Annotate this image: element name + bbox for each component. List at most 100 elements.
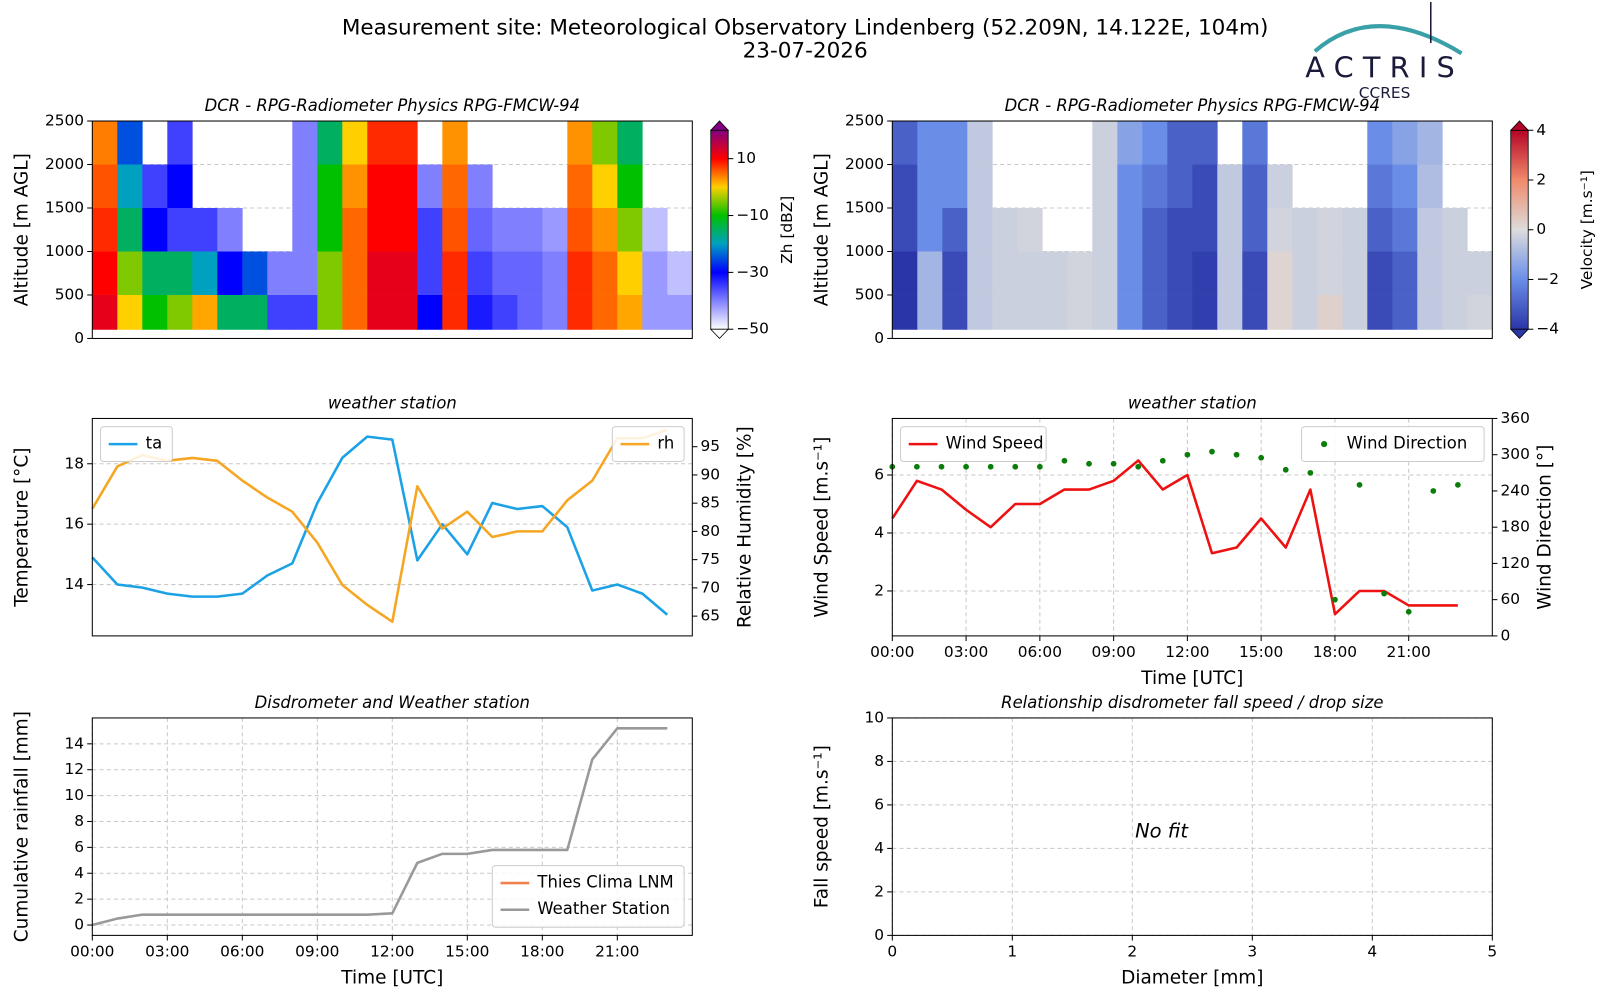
heatmap-cell (1067, 294, 1093, 330)
y2-tick-label: 70 (701, 578, 721, 596)
heatmap-cell (92, 164, 118, 208)
heatmap-cell (1417, 294, 1443, 330)
heatmap-cell (417, 294, 443, 330)
colorbar-tick-label: −50 (736, 320, 768, 338)
heatmap-cell (517, 208, 543, 252)
heatmap-cell (1317, 251, 1343, 295)
heatmap-cell (1167, 121, 1193, 165)
y-tick-label: 500 (55, 285, 84, 303)
heatmap-cell (192, 294, 218, 330)
heatmap-cell (1142, 208, 1168, 252)
heatmap-cell (942, 251, 968, 295)
data-point (987, 463, 994, 470)
data-point (1233, 451, 1240, 458)
y-axis-label: Altitude [m AGL] (12, 153, 33, 306)
heatmap-cell (342, 294, 368, 330)
y-tick-label: 2 (74, 890, 84, 908)
heatmap-cell (517, 251, 543, 295)
x-axis-label: Time [UTC] (340, 967, 443, 988)
heatmap-cell (942, 164, 968, 208)
heatmap-cell (192, 208, 218, 252)
heatmap-cell (392, 164, 418, 208)
heatmap-cell (1142, 121, 1168, 165)
y-axis-label: Altitude [m AGL] (812, 153, 833, 306)
heatmap-cell (1042, 251, 1068, 295)
heatmap-cell (1442, 251, 1468, 295)
heatmap-cell (1417, 121, 1443, 165)
data-point (1061, 457, 1068, 464)
colorbar-extend (1509, 328, 1530, 340)
data-point (1381, 590, 1387, 597)
heatmap-cell (292, 121, 318, 165)
heatmap-cell (642, 208, 668, 252)
heatmap-cell (1142, 164, 1168, 208)
panel-title: DCR - RPG-Radiometer Physics RPG-FMCW-94 (1005, 96, 1380, 115)
heatmap-cell (117, 164, 143, 208)
colorbar-tick-label: −2 (1536, 270, 1559, 288)
y2-tick-label: 65 (701, 607, 721, 625)
panel-title: weather station (328, 394, 457, 413)
heatmap-cell (617, 294, 643, 330)
heatmap-cell (1117, 121, 1143, 165)
heatmap-cell (1192, 208, 1218, 252)
x-tick-label: 18:00 (1313, 643, 1357, 661)
heatmap-cell (1267, 208, 1293, 252)
heatmap-cell (1017, 294, 1043, 330)
heatmap-cell (567, 294, 593, 330)
y2-tick-label: 120 (1501, 554, 1530, 572)
heatmap-cell (492, 294, 518, 330)
y2-tick-label: 360 (1501, 409, 1530, 427)
heatmap-cell (567, 121, 593, 165)
colorbar-tick-label: 4 (1536, 121, 1546, 139)
heatmap-cell (292, 164, 318, 208)
plot-frame (891, 717, 1493, 936)
data-point (1086, 460, 1092, 467)
heatmap-cell (1042, 294, 1068, 330)
heatmap-cell (1167, 294, 1193, 330)
y2-tick-label: 60 (1501, 590, 1521, 608)
heatmap-cell (917, 164, 943, 208)
heatmap-cell (417, 164, 443, 208)
data-point (1356, 482, 1363, 488)
heatmap-cell (167, 164, 193, 208)
legend-box (1301, 426, 1485, 463)
heatmap-cell (942, 294, 968, 330)
y-tick-label: 2000 (845, 155, 884, 173)
x-tick-label: 03:00 (145, 942, 189, 960)
colorbar-tick-label: 2 (1536, 171, 1546, 189)
heatmap-cell (167, 121, 193, 165)
logo-subtext: CCRES (1359, 84, 1411, 102)
data-point (1455, 482, 1461, 488)
heatmap-cell (342, 208, 368, 252)
heatmap-cell (1342, 294, 1368, 330)
data-point (1282, 466, 1289, 473)
heatmap-cell (1367, 251, 1393, 295)
heatmap-cell (517, 294, 543, 330)
heatmap-cell (117, 208, 143, 252)
heatmap-cell (1092, 164, 1118, 208)
y2-tick-label: 0 (1501, 626, 1511, 644)
y-tick-label: 12 (65, 760, 85, 778)
heatmap-cell (1192, 164, 1218, 208)
heatmap-cell (967, 251, 993, 295)
heatmap-cell (892, 208, 918, 252)
heatmap-cell (1217, 164, 1243, 208)
heatmap-cell (967, 164, 993, 208)
panel-title: Disdrometer and Weather station (255, 693, 530, 712)
x-tick-label: 1 (1007, 942, 1017, 960)
heatmap-cell (567, 164, 593, 208)
heatmap-cell (1192, 294, 1218, 330)
heatmap-cell (1092, 121, 1118, 165)
heatmap-cell (142, 208, 168, 252)
x-tick-label: 21:00 (595, 942, 639, 960)
logo: ACTRIS CCRES (1305, 2, 1463, 102)
x-tick-label: 12:00 (1165, 643, 1209, 661)
x-tick-label: 09:00 (295, 942, 339, 960)
x-tick-label: 06:00 (220, 942, 264, 960)
heatmap-cell (542, 251, 568, 295)
heatmap-cell (217, 294, 243, 330)
x-axis-label: Diameter [mm] (1121, 967, 1263, 988)
page-title: Measurement site: Meteorological Observa… (342, 16, 1269, 41)
heatmap-cell (467, 164, 493, 208)
heatmap-cell (1242, 294, 1268, 330)
